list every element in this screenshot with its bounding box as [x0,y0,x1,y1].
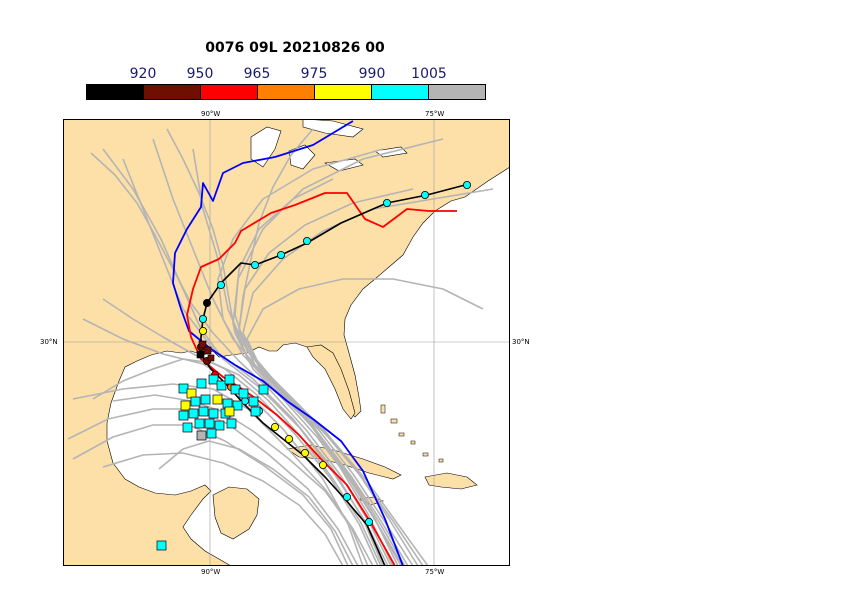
colorbar-label-1005: 1005 [411,66,447,82]
lat-label-right-30n: 30°N [512,338,530,346]
bahamas-islands [380,404,444,463]
hispaniola-land [424,472,478,490]
genesis-positions [156,374,269,551]
yucatan-land [212,486,260,540]
florida-land [306,344,356,420]
black-forecast-track [200,184,466,566]
lon-label-bottom-75w: 75°W [425,568,445,576]
lon-label-top-90w: 90°W [201,110,221,118]
red-forecast-track [186,192,457,566]
colorbar-swatch-darkred [143,85,200,99]
track-map [63,119,510,566]
colorbar-swatch-cyan [371,85,428,99]
colorbar-label-950: 950 [186,66,214,82]
colorbar-label-990: 990 [358,66,386,82]
landfall-cluster [196,340,215,362]
colorbar-swatch-yellow [314,85,371,99]
colorbar-swatch-black [87,85,143,99]
blue-forecast-track [172,120,404,566]
colorbar-swatch-red [200,85,257,99]
great-lakes [250,119,408,172]
lon-label-bottom-90w: 90°W [201,568,221,576]
colorbar-label-920: 920 [129,66,157,82]
ensemble-tracks [67,128,494,566]
colorbar-label-975: 975 [300,66,328,82]
pressure-colorbar [86,84,486,100]
colorbar-swatch-orange [257,85,314,99]
map-title: 0076 09L 20210826 00 [205,40,385,56]
colorbar-swatch-gray [428,85,485,99]
lon-label-top-75w: 75°W [425,110,445,118]
map-border [63,119,510,566]
colorbar-label-965: 965 [243,66,271,82]
lat-label-left-30n: 30°N [40,338,58,346]
